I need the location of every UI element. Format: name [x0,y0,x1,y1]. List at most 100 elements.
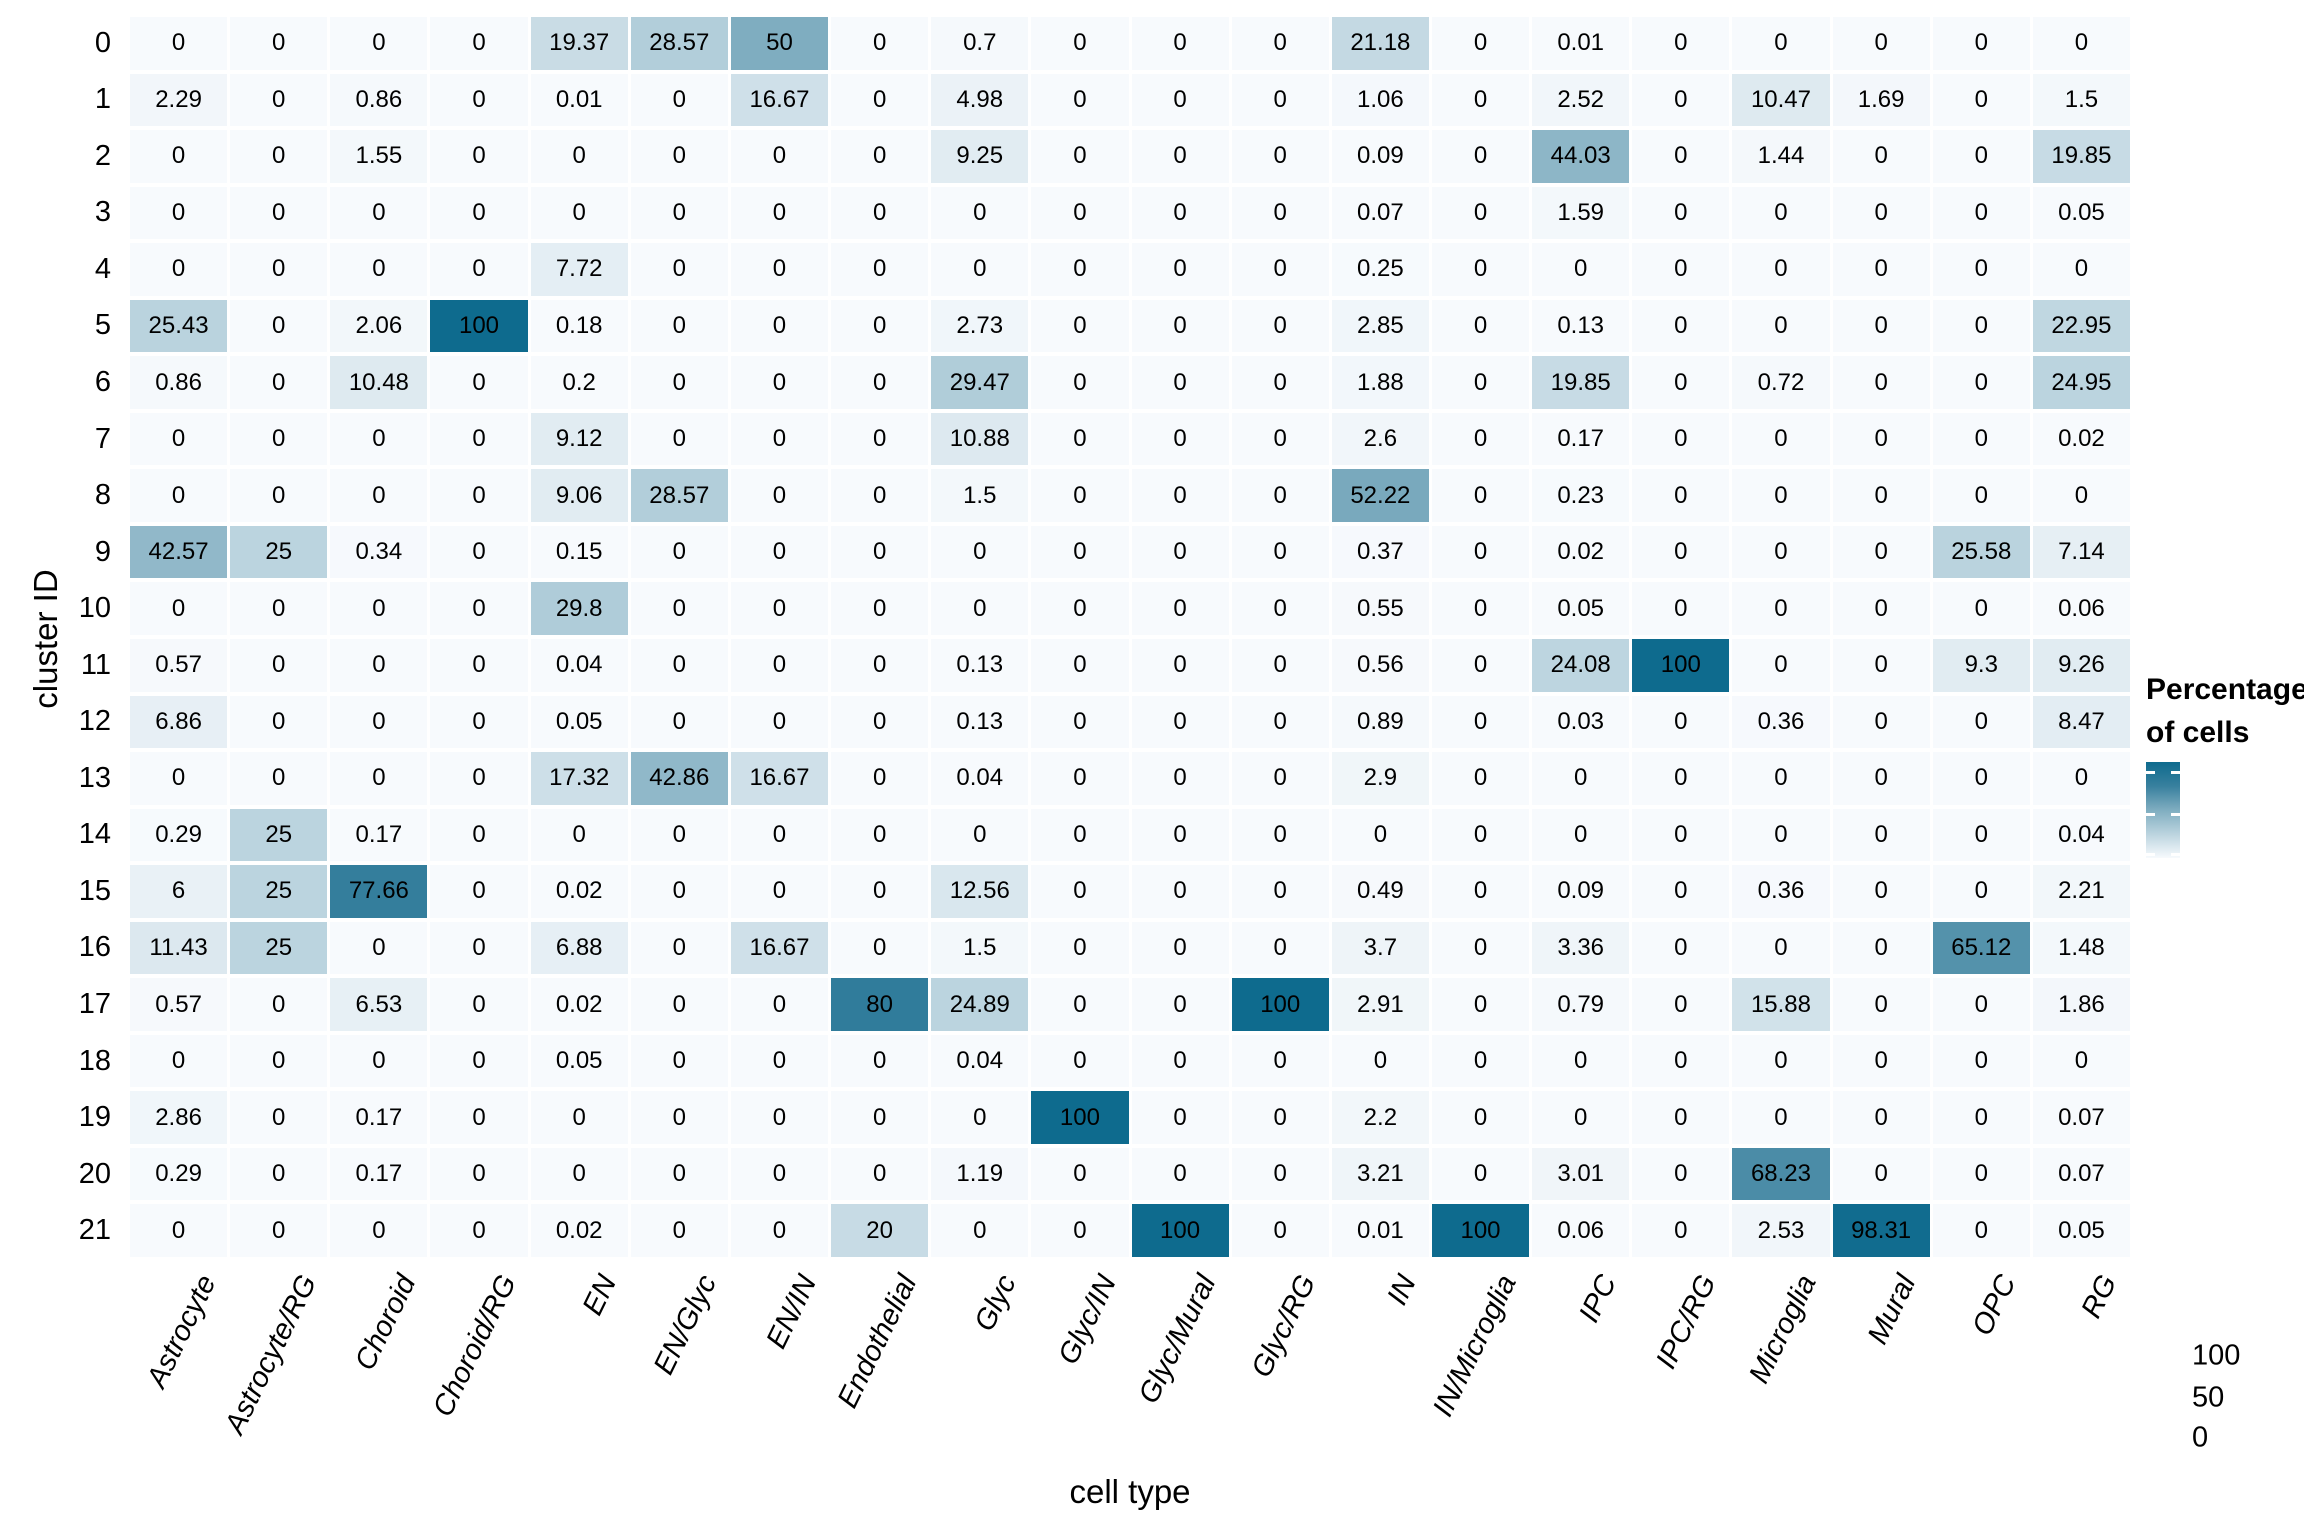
heatmap-cell: 0 [130,752,228,805]
heatmap-cell: 0 [230,1147,328,1201]
heatmap-cell: 7.14 [2032,525,2130,579]
heatmap-cell: 0 [430,978,528,1031]
heatmap-cell: 9.26 [2032,639,2130,692]
heatmap-cell: 0 [1932,695,2030,749]
heatmap-cell: 0 [130,582,228,635]
x-axis-tick-label: EN/Glyc [647,1270,723,1380]
heatmap-cell: 0 [130,130,228,183]
y-axis-tick-label: 17 [78,988,111,1021]
heatmap-cell: 0 [1932,130,2030,183]
heatmap-cell: 0 [730,299,829,353]
heatmap-cell: 0 [831,752,929,805]
heatmap-cell: 0 [1031,752,1129,805]
heatmap-cell: 0 [730,808,829,862]
heatmap-cell: 3.01 [1532,1147,1630,1201]
heatmap-cell: 9.25 [931,130,1029,183]
heatmap-cell: 2.21 [2032,865,2130,918]
x-axis-tick-label: EN [576,1270,623,1321]
heatmap-cell: 0 [1632,1034,1730,1088]
heatmap-cell: 0 [330,752,428,805]
heatmap-cell: 0 [1832,299,1930,353]
heatmap-cell: 0 [1431,469,1530,522]
heatmap-cell: 24.08 [1532,639,1630,692]
heatmap-cell: 2.52 [1532,73,1630,127]
heatmap-cell: 0 [330,243,428,296]
heatmap-cell: 0 [1431,695,1530,749]
heatmap-cell: 0 [1231,17,1329,70]
heatmap-cell: 0 [230,412,328,466]
y-axis-tick-label: 3 [94,196,111,229]
x-axis-tick-label: RG [2074,1270,2123,1324]
heatmap-cell: 0 [1231,186,1329,240]
heatmap-cell: 0 [1431,865,1530,918]
heatmap-cell: 100 [430,299,528,353]
heatmap-cell: 0 [1431,412,1530,466]
heatmap-cell: 16.67 [730,921,829,975]
heatmap-cell: 0 [1131,525,1229,579]
heatmap-cell: 0 [931,1204,1029,1257]
heatmap-cell: 0 [831,73,929,127]
heatmap-cell: 2.91 [1331,978,1429,1031]
legend-tick-label-50: 50 [2192,1381,2225,1414]
heatmap-cell: 17.32 [530,752,628,805]
heatmap-cell: 0 [1431,752,1530,805]
heatmap-cell: 0.01 [530,73,628,127]
heatmap-cell: 0 [1131,73,1229,127]
y-axis-title: cluster ID [27,569,64,709]
heatmap-cell: 0 [1131,186,1229,240]
y-axis-tick-label: 19 [78,1101,111,1134]
heatmap-cell: 0 [1431,299,1530,353]
heatmap-cell: 0 [1632,130,1730,183]
x-axis-tick-label: Mural [1862,1270,1923,1350]
heatmap-cell: 0 [931,243,1029,296]
y-axis-tick-label: 10 [78,592,111,625]
heatmap-cell: 0.29 [130,1147,228,1201]
heatmap-cell: 0 [630,243,728,296]
heatmap-cell: 0 [1231,356,1329,409]
heatmap-cell: 0 [330,639,428,692]
heatmap-cell: 0 [130,186,228,240]
heatmap-cell: 0 [1632,469,1730,522]
heatmap-cell: 0 [831,808,929,862]
heatmap-cell: 0 [2032,752,2130,805]
heatmap-cell: 0.04 [931,752,1029,805]
heatmap-cell: 0 [1431,243,1530,296]
heatmap-cell: 0 [1231,1091,1329,1144]
heatmap-cell: 3.36 [1532,921,1630,975]
heatmap-cell: 1.06 [1331,73,1429,127]
heatmap-cell: 0 [330,921,428,975]
heatmap-cell: 0 [1732,582,1830,635]
heatmap-cell: 0.23 [1532,469,1630,522]
heatmap-cell: 25.43 [130,299,228,353]
heatmap-cell: 0 [130,469,228,522]
legend-title: Percentage of cells [2146,668,2304,754]
heatmap-cell: 0 [831,865,929,918]
x-axis-tick-label: IN [1381,1270,1423,1311]
y-axis-tick-label: 20 [78,1157,111,1190]
heatmap-cell: 0 [1632,525,1730,579]
heatmap-cell: 0 [230,356,328,409]
heatmap-cell: 0 [1732,639,1830,692]
heatmap-cell: 0 [1431,582,1530,635]
heatmap-cell: 0.04 [530,639,628,692]
heatmap-cell: 0 [831,17,929,70]
heatmap-cell: 0 [430,921,528,975]
legend-tick-dash [2171,853,2180,856]
heatmap-cell: 0 [1231,752,1329,805]
heatmap-cell: 0 [430,412,528,466]
heatmap-cell: 0 [831,639,929,692]
heatmap-cell: 0.15 [530,525,628,579]
heatmap-cell: 0 [1231,130,1329,183]
heatmap-cell: 0 [1832,412,1930,466]
heatmap-cell: 0 [1131,1034,1229,1088]
heatmap-cell: 0 [1431,921,1530,975]
heatmap-cell: 1.86 [2032,978,2130,1031]
heatmap-cell: 0 [1632,808,1730,862]
heatmap-cell: 0 [430,639,528,692]
heatmap-cell: 0 [1732,808,1830,862]
heatmap-cell: 1.88 [1331,356,1429,409]
heatmap-cell: 0 [330,695,428,749]
heatmap-cell: 0 [1832,752,1930,805]
heatmap-cell: 0.13 [1532,299,1630,353]
heatmap-cell: 0 [730,469,829,522]
